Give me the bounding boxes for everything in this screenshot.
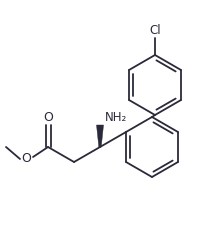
Polygon shape <box>97 125 104 147</box>
Text: NH₂: NH₂ <box>104 111 127 124</box>
Text: Cl: Cl <box>149 24 161 37</box>
Text: O: O <box>43 111 53 124</box>
Text: O: O <box>21 152 31 166</box>
